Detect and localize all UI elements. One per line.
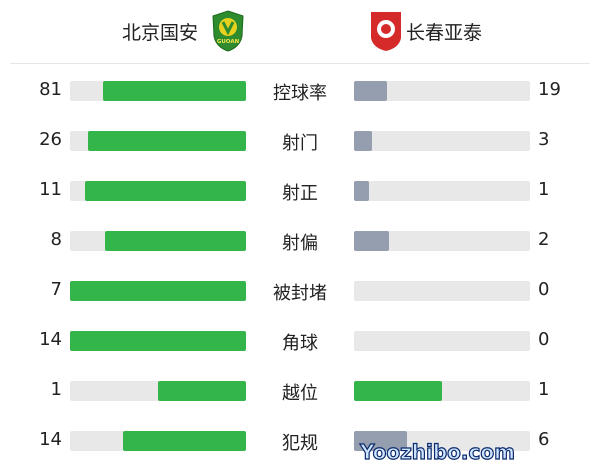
home-bar-fill (105, 231, 246, 251)
home-value: 26 (39, 129, 62, 150)
header-divider (10, 63, 590, 64)
watermark: Yoozhibo.com (359, 439, 515, 464)
home-bar-fill (88, 131, 246, 151)
home-bar-fill (122, 431, 246, 451)
stat-row: 1 越位 1 (0, 379, 600, 404)
away-bar-track (354, 181, 530, 201)
away-value: 1 (538, 179, 550, 200)
home-bar-track (70, 381, 246, 401)
home-value: 14 (39, 429, 62, 450)
home-bar-fill (158, 381, 246, 401)
home-team-badge-icon: GUOAN (212, 10, 244, 52)
home-bar-track (70, 431, 246, 451)
home-value: 14 (39, 329, 62, 350)
away-value: 6 (538, 429, 550, 450)
home-value: 7 (50, 279, 62, 300)
stat-label: 犯规 (282, 433, 318, 454)
home-bar-fill (103, 81, 246, 101)
away-value: 0 (538, 329, 550, 350)
stat-row: 26 射门 3 (0, 129, 600, 154)
stat-row: 81 控球率 19 (0, 79, 600, 104)
stat-label: 射偏 (282, 233, 318, 254)
away-value: 0 (538, 279, 550, 300)
stat-label: 越位 (282, 383, 318, 404)
home-bar-fill (70, 281, 246, 301)
away-value: 3 (538, 129, 550, 150)
away-bar-track (354, 81, 530, 101)
stat-label: 射门 (282, 133, 318, 154)
home-bar-track (70, 281, 246, 301)
stat-label: 被封堵 (273, 283, 327, 304)
home-bar-track (70, 181, 246, 201)
away-bar-track (354, 331, 530, 351)
away-value: 19 (538, 79, 561, 100)
away-bar-fill (354, 131, 373, 151)
home-bar-track (70, 331, 246, 351)
away-bar-track (354, 131, 530, 151)
away-bar-track (354, 381, 530, 401)
away-bar-fill (354, 181, 369, 201)
match-header: 北京国安 GUOAN 长春亚泰 (0, 0, 600, 64)
home-bar-fill (70, 331, 246, 351)
stat-label: 控球率 (273, 83, 327, 104)
away-bar-fill (354, 231, 390, 251)
stat-row: 14 犯规 6 (0, 429, 600, 454)
away-bar-track (354, 231, 530, 251)
stat-row: 11 射正 1 (0, 179, 600, 204)
home-bar-track (70, 81, 246, 101)
stat-label: 角球 (282, 333, 318, 354)
away-bar-fill (354, 81, 388, 101)
home-value: 1 (50, 379, 62, 400)
stat-label: 射正 (282, 183, 318, 204)
stat-row: 7 被封堵 0 (0, 279, 600, 304)
home-bar-track (70, 131, 246, 151)
away-bar-fill (354, 431, 407, 451)
home-value: 81 (39, 79, 62, 100)
away-team-badge-icon (371, 12, 401, 51)
away-value: 1 (538, 379, 550, 400)
away-bar-track (354, 431, 530, 451)
home-value: 8 (50, 229, 62, 250)
home-bar-fill (84, 181, 246, 201)
away-bar-fill (354, 381, 442, 401)
home-bar-track (70, 231, 246, 251)
away-team-name: 长春亚泰 (406, 22, 483, 44)
stat-row: 14 角球 0 (0, 329, 600, 354)
home-badge-text: GUOAN (217, 39, 240, 45)
away-bar-track (354, 281, 530, 301)
home-team-name: 北京国安 (122, 22, 199, 44)
away-value: 2 (538, 229, 550, 250)
stat-row: 8 射偏 2 (0, 229, 600, 254)
home-value: 11 (39, 179, 62, 200)
